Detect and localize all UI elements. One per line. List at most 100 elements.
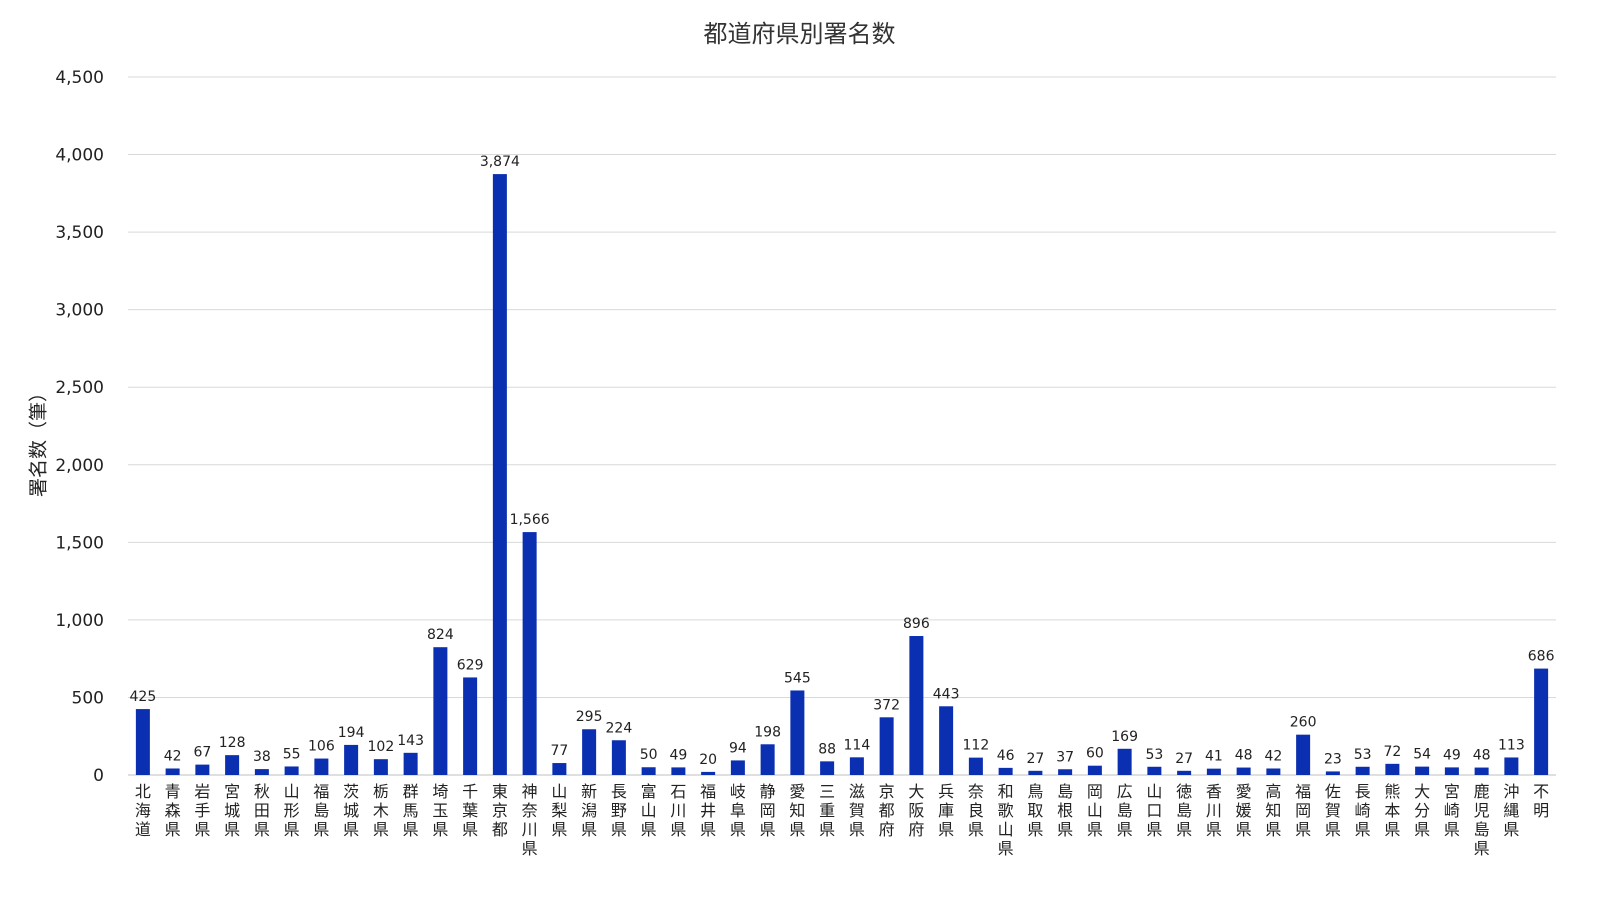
- y-tick-label: 2,500: [55, 378, 104, 398]
- x-tick-label: 岡: [760, 801, 776, 820]
- data-label: 77: [550, 743, 568, 759]
- x-tick-label: 歌: [998, 801, 1014, 820]
- x-tick-label: 茨: [343, 782, 359, 801]
- bar: [1385, 763, 1400, 775]
- bar: [849, 757, 864, 775]
- x-tick-label: 県: [1117, 820, 1133, 839]
- x-tick-label: 県: [1176, 820, 1192, 839]
- x-tick-label: 三: [819, 782, 835, 801]
- x-tick-label: 形: [284, 801, 300, 820]
- x-tick-label: 城: [343, 801, 359, 820]
- x-tick-label: 和: [998, 782, 1014, 801]
- x-tick-label: 岐: [730, 782, 746, 801]
- x-tick-label: 兵: [938, 782, 954, 801]
- x-tick-label: 愛: [1236, 782, 1252, 801]
- data-label: 260: [1290, 715, 1317, 731]
- data-label: 169: [1111, 729, 1138, 745]
- bar: [1474, 767, 1489, 775]
- x-tick-label: 高: [1265, 782, 1281, 801]
- x-tick-label: 良: [968, 801, 984, 820]
- data-label: 53: [1145, 747, 1163, 763]
- bar: [968, 757, 983, 775]
- data-label: 49: [669, 747, 687, 763]
- x-tick-label: 県: [581, 820, 597, 839]
- x-tick-label: 宮: [1444, 782, 1460, 801]
- x-tick-label: 県: [760, 820, 776, 839]
- x-tick-label: 玉: [432, 801, 448, 820]
- data-label: 128: [219, 735, 246, 751]
- x-tick-label: 県: [1414, 820, 1430, 839]
- x-tick-label: 県: [938, 820, 954, 839]
- data-label: 372: [873, 697, 900, 713]
- data-label: 38: [253, 749, 271, 765]
- y-tick-label: 3,500: [55, 223, 104, 243]
- x-tick-label: 山: [998, 820, 1014, 839]
- bar: [1415, 766, 1430, 775]
- x-tick-label: 群: [403, 782, 419, 801]
- x-tick-label: 島: [1176, 801, 1192, 820]
- data-label: 50: [640, 747, 658, 763]
- bar: [373, 759, 388, 775]
- bar: [433, 647, 448, 775]
- bar: [552, 763, 567, 775]
- bar: [1296, 734, 1311, 775]
- x-tick-label: 奈: [522, 801, 538, 820]
- x-tick-label: 県: [611, 820, 627, 839]
- x-tick-label: 知: [789, 801, 805, 820]
- data-label: 60: [1086, 746, 1104, 762]
- x-tick-label: 木: [373, 801, 389, 820]
- y-tick-label: 500: [72, 688, 104, 708]
- x-tick-label: 知: [1265, 801, 1281, 820]
- bar: [1117, 748, 1132, 775]
- x-tick-label: 馬: [403, 801, 419, 820]
- x-tick-label: 明: [1533, 801, 1549, 820]
- x-tick-label: 手: [194, 801, 210, 820]
- x-tick-label: 県: [641, 820, 657, 839]
- x-tick-label: 大: [908, 782, 924, 801]
- data-label: 629: [457, 657, 484, 673]
- x-tick-label: 県: [194, 820, 210, 839]
- x-tick-label: 鹿: [1474, 782, 1490, 801]
- x-tick-label: 賀: [1325, 801, 1341, 820]
- bar: [1534, 668, 1549, 775]
- data-label: 112: [963, 738, 990, 754]
- bar: [582, 729, 597, 775]
- x-tick-label: 長: [1355, 782, 1371, 801]
- x-tick-label: 島: [1474, 820, 1490, 839]
- x-tick-label: 山: [284, 782, 300, 801]
- x-tick-label: 県: [522, 839, 538, 858]
- x-tick-label: 賀: [849, 801, 865, 820]
- x-tick-label: 府: [908, 820, 924, 839]
- x-tick-label: 児: [1474, 801, 1490, 820]
- bar: [314, 758, 329, 775]
- x-tick-label: 野: [611, 801, 627, 820]
- x-tick-label: 府: [879, 820, 895, 839]
- data-label: 198: [754, 724, 781, 740]
- x-tick-label: 香: [1206, 782, 1222, 801]
- x-tick-label: 福: [313, 782, 329, 801]
- data-label: 896: [903, 616, 930, 632]
- x-tick-label: 富: [641, 782, 657, 801]
- x-tick-label: 滋: [849, 782, 865, 801]
- x-tick-label: 県: [1384, 820, 1400, 839]
- x-tick-label: 潟: [581, 801, 597, 820]
- data-label: 1,566: [510, 512, 550, 528]
- bar: [254, 769, 269, 775]
- x-tick-label: 山: [551, 782, 567, 801]
- bar: [641, 767, 656, 775]
- x-tick-label: 青: [165, 782, 181, 801]
- x-tick-label: 県: [968, 820, 984, 839]
- data-label: 20: [699, 752, 717, 768]
- bar: [463, 677, 478, 775]
- data-label: 53: [1354, 747, 1372, 763]
- data-label: 113: [1498, 737, 1525, 753]
- bar: [1028, 770, 1043, 775]
- data-label: 443: [933, 686, 960, 702]
- x-tick-label: 崎: [1444, 801, 1460, 820]
- x-tick-label: 縄: [1503, 801, 1519, 820]
- x-tick-label: 県: [1355, 820, 1371, 839]
- bar: [165, 768, 180, 775]
- x-tick-label: 奈: [968, 782, 984, 801]
- x-tick-label: 静: [760, 782, 776, 801]
